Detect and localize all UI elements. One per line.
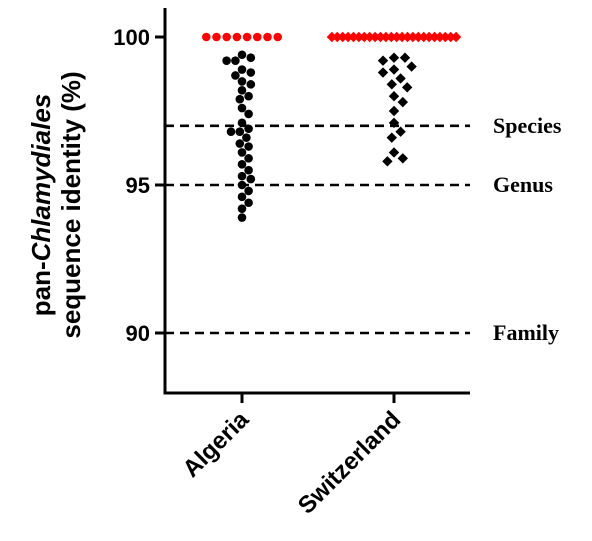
data-point-switzerland [377, 67, 389, 78]
data-point-algeria [237, 204, 247, 213]
data-point-switzerland [388, 117, 400, 129]
data-point-algeria [244, 186, 253, 196]
data-point-algeria [237, 148, 247, 157]
data-point-switzerland-100 [445, 31, 456, 43]
data-point-switzerland [382, 156, 393, 167]
data-point-algeria [237, 192, 247, 202]
data-point-switzerland [388, 147, 400, 158]
data-point-switzerland-100 [359, 31, 370, 43]
data-point-algeria [244, 91, 253, 101]
data-point-switzerland-100 [375, 31, 386, 43]
data-point-switzerland-100 [348, 31, 359, 43]
reference-lines: Species Genus Family [165, 113, 562, 345]
data-points [202, 31, 462, 222]
data-point-algeria [222, 56, 231, 65]
data-point-algeria [244, 109, 253, 119]
data-point-algeria [242, 133, 251, 142]
data-point-switzerland-100 [423, 31, 435, 43]
data-point-switzerland [406, 61, 417, 72]
y-tick-label: 95 [126, 173, 150, 198]
data-point-algeria-100 [232, 32, 242, 42]
data-point-algeria [235, 127, 245, 137]
data-point-switzerland [395, 126, 406, 137]
data-point-algeria [246, 53, 256, 63]
data-point-switzerland-100 [396, 31, 408, 43]
data-point-algeria [244, 165, 253, 175]
data-point-algeria [237, 118, 247, 128]
data-point-switzerland-100 [337, 31, 348, 43]
data-point-switzerland [395, 73, 406, 84]
data-point-switzerland-100 [418, 31, 429, 43]
data-point-algeria [246, 68, 256, 77]
data-point-algeria-100 [212, 32, 221, 42]
data-point-switzerland-100 [353, 31, 365, 43]
data-point-algeria-100 [252, 32, 262, 42]
data-point-algeria-100 [202, 32, 211, 42]
data-point-switzerland-100 [440, 31, 451, 43]
data-point-algeria [237, 65, 247, 74]
data-point-algeria [246, 80, 256, 89]
data-point-algeria [226, 127, 236, 137]
data-point-switzerland [386, 132, 397, 143]
data-point-switzerland-100 [402, 31, 413, 43]
data-point-switzerland-100 [369, 31, 381, 43]
data-point-switzerland-100 [434, 31, 446, 43]
data-point-switzerland [388, 64, 400, 75]
x-axis: Algeria Switzerland [163, 391, 470, 520]
reference-label-genus: Genus [493, 172, 553, 197]
data-point-algeria-100 [273, 32, 283, 42]
data-point-algeria [237, 180, 247, 190]
data-point-switzerland-100 [326, 31, 338, 43]
data-point-switzerland [377, 55, 389, 66]
data-point-algeria [244, 198, 253, 208]
data-point-switzerland [388, 52, 400, 63]
data-point-algeria [244, 124, 253, 134]
reference-label-family: Family [493, 320, 559, 345]
data-point-switzerland-100 [407, 31, 419, 43]
y-axis-label: pan-Chlamydiales [26, 94, 56, 317]
data-point-algeria [237, 103, 247, 113]
data-point-algeria [231, 56, 240, 65]
data-point-switzerland-100 [332, 31, 343, 43]
data-point-algeria [237, 50, 247, 60]
data-point-switzerland-100 [386, 31, 397, 43]
reference-label-species: Species [493, 113, 562, 138]
data-point-switzerland-100 [342, 31, 354, 43]
data-point-algeria [237, 213, 247, 222]
data-point-switzerland [397, 96, 408, 108]
data-point-algeria [244, 154, 253, 163]
y-tick-label: 100 [113, 25, 150, 50]
data-point-switzerland-100 [364, 31, 375, 43]
data-point-switzerland-100 [391, 31, 402, 43]
data-point-algeria-100 [263, 32, 272, 42]
y-axis-label-line2: sequence identity (%) [56, 71, 86, 338]
data-point-switzerland [397, 153, 408, 164]
data-point-algeria [235, 94, 245, 104]
y-axis: 90 95 100 [113, 8, 167, 393]
x-tick-label-switzerland: Switzerland [293, 406, 406, 519]
data-point-switzerland [402, 82, 413, 93]
data-point-algeria [235, 139, 245, 148]
data-point-algeria [246, 174, 256, 184]
data-point-switzerland-100 [450, 31, 462, 43]
data-point-switzerland-100 [429, 31, 440, 43]
y-tick-label: 90 [126, 321, 150, 346]
data-point-switzerland [388, 91, 400, 102]
data-point-algeria [237, 77, 247, 86]
data-point-switzerland-100 [380, 31, 392, 43]
data-point-switzerland [388, 105, 400, 117]
data-point-algeria-100 [242, 32, 252, 42]
data-point-algeria [231, 71, 240, 80]
x-tick-label-algeria: Algeria [178, 406, 255, 483]
data-point-algeria [237, 159, 247, 169]
data-point-algeria [244, 142, 253, 151]
data-point-switzerland [399, 52, 411, 63]
data-point-switzerland [386, 79, 397, 90]
data-point-algeria-100 [222, 32, 231, 42]
data-point-algeria [237, 171, 247, 181]
data-point-algeria [237, 85, 247, 95]
data-point-switzerland-100 [413, 31, 424, 43]
